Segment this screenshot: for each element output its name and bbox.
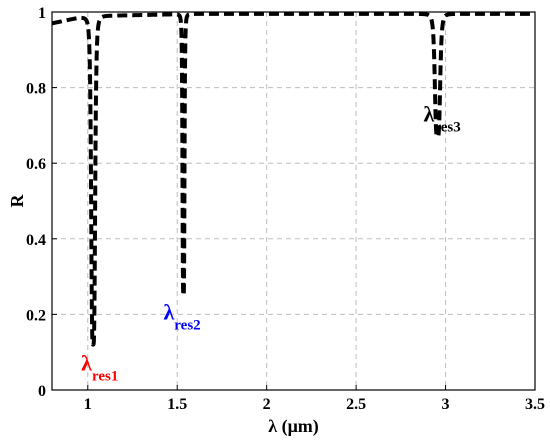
x-tick-label: 2.5 (346, 396, 366, 413)
y-tick-label: 0.2 (26, 307, 46, 324)
x-tick-label: 2 (263, 396, 271, 413)
y-tick-label: 0.8 (26, 81, 46, 98)
x-tick-label: 3.5 (525, 396, 545, 413)
resonance-label-3: λres3 (424, 102, 461, 136)
reflectance-curve (50, 11, 537, 347)
y-axis-ticks: 0 0.2 0.4 0.6 0.8 1 (26, 5, 57, 400)
curve-layer (50, 11, 537, 347)
y-tick-label: 0.4 (26, 232, 46, 249)
grid-lines (52, 12, 535, 390)
annotation-layer: λres1 λres2 λres3 (81, 102, 461, 385)
y-axis-label: R (7, 194, 27, 208)
x-axis-label: λ (μm) (268, 416, 319, 437)
y-tick-label: 0 (38, 383, 46, 400)
x-axis-ticks: 1 1.5 2 2.5 3 3.5 (84, 385, 545, 413)
x-tick-label: 1 (84, 396, 92, 413)
x-tick-label: 3 (442, 396, 450, 413)
y-tick-label: 0.6 (26, 156, 46, 173)
plot-frame (51, 11, 536, 391)
resonance-label-1: λres1 (81, 351, 118, 385)
y-tick-label: 1 (38, 5, 46, 22)
resonance-label-2: λres2 (163, 300, 200, 334)
x-tick-label: 1.5 (167, 396, 187, 413)
